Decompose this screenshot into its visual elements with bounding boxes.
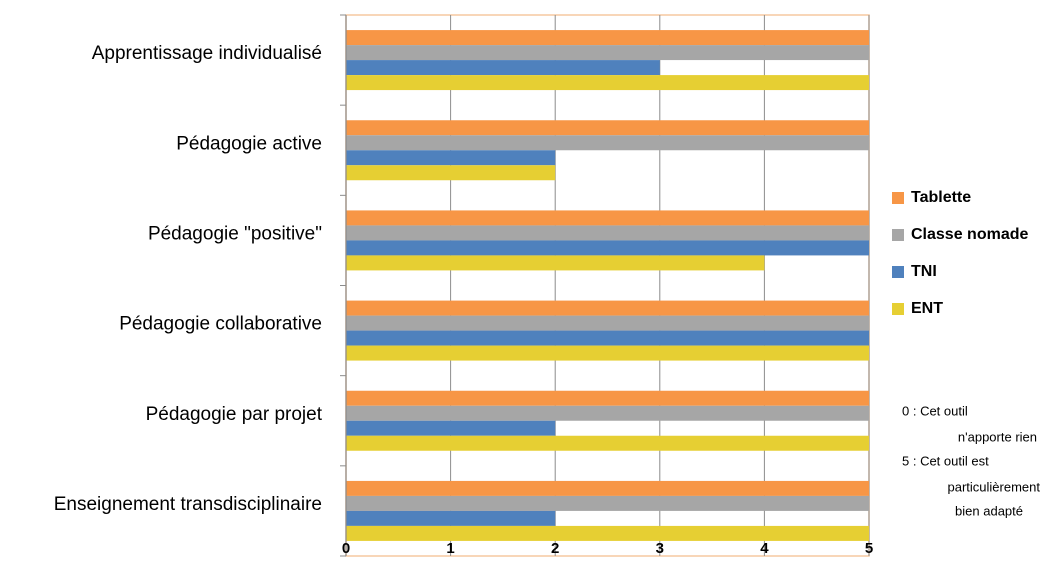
bar-ent bbox=[346, 255, 765, 271]
bar-classe-nomade bbox=[346, 225, 869, 241]
scale-note: 0 : Cet outil n'apporte rien 5 : Cet outil… bbox=[902, 403, 1040, 518]
x-tick-label: 3 bbox=[656, 540, 664, 557]
bar-tablette bbox=[346, 30, 869, 46]
bar-classe-nomade bbox=[346, 495, 869, 511]
bar-ent bbox=[346, 75, 869, 91]
scale-note-line: 5 : Cet outil est bbox=[902, 453, 989, 468]
bar-ent bbox=[346, 525, 869, 541]
bar-tni bbox=[346, 420, 556, 436]
bar-classe-nomade bbox=[346, 45, 869, 61]
bar-tablette bbox=[346, 480, 869, 496]
legend-label: TNI bbox=[911, 263, 937, 280]
scale-note-line: bien adapté bbox=[955, 503, 1023, 518]
bar-ent bbox=[346, 345, 869, 361]
x-tick-label: 5 bbox=[865, 540, 873, 557]
bar-tablette bbox=[346, 210, 869, 226]
bar-classe-nomade bbox=[346, 135, 869, 151]
x-tick-label: 1 bbox=[446, 540, 454, 557]
x-tick-label: 2 bbox=[551, 540, 559, 557]
x-tick-labels: 0 1 2 3 4 5 bbox=[342, 540, 873, 557]
bar-tni bbox=[346, 60, 660, 76]
bar-ent bbox=[346, 435, 869, 451]
bars-layer bbox=[346, 30, 869, 541]
legend-swatch bbox=[892, 303, 904, 315]
category-label: Pédagogie collaborative bbox=[119, 314, 322, 335]
category-label: Pédagogie "positive" bbox=[148, 223, 322, 244]
x-tick-label: 4 bbox=[760, 540, 769, 557]
legend-swatch bbox=[892, 266, 904, 278]
category-labels: Apprentissage individualisé Pédagogie act… bbox=[54, 43, 323, 515]
category-label: Enseignement transdisciplinaire bbox=[54, 494, 322, 515]
scale-note-line: particulièrement bbox=[948, 479, 1041, 494]
bar-tni bbox=[346, 150, 556, 166]
legend-label: ENT bbox=[911, 300, 943, 317]
scale-note-line: 0 : Cet outil bbox=[902, 403, 968, 418]
axis-layer bbox=[340, 14, 347, 557]
category-label: Pédagogie active bbox=[176, 133, 322, 154]
bar-tablette bbox=[346, 390, 869, 406]
bar-tablette bbox=[346, 300, 869, 316]
bar-tni bbox=[346, 510, 556, 526]
bar-classe-nomade bbox=[346, 405, 869, 421]
bar-ent bbox=[346, 165, 556, 181]
category-label: Apprentissage individualisé bbox=[92, 43, 322, 64]
legend-label: Tablette bbox=[911, 189, 971, 206]
legend-swatch bbox=[892, 192, 904, 204]
bar-tni bbox=[346, 240, 869, 256]
bar-tablette bbox=[346, 120, 869, 136]
bar-tni bbox=[346, 330, 869, 346]
plot-frame bbox=[345, 14, 870, 557]
category-label: Pédagogie par projet bbox=[146, 404, 323, 425]
legend-label: Classe nomade bbox=[911, 226, 1028, 243]
legend-swatch bbox=[892, 229, 904, 241]
legend: Tablette Classe nomade TNI ENT bbox=[892, 189, 1028, 317]
grid-layer bbox=[345, 14, 870, 557]
bar-classe-nomade bbox=[346, 315, 869, 331]
x-tick-label: 0 bbox=[342, 540, 350, 557]
scale-note-line: n'apporte rien bbox=[958, 429, 1037, 444]
